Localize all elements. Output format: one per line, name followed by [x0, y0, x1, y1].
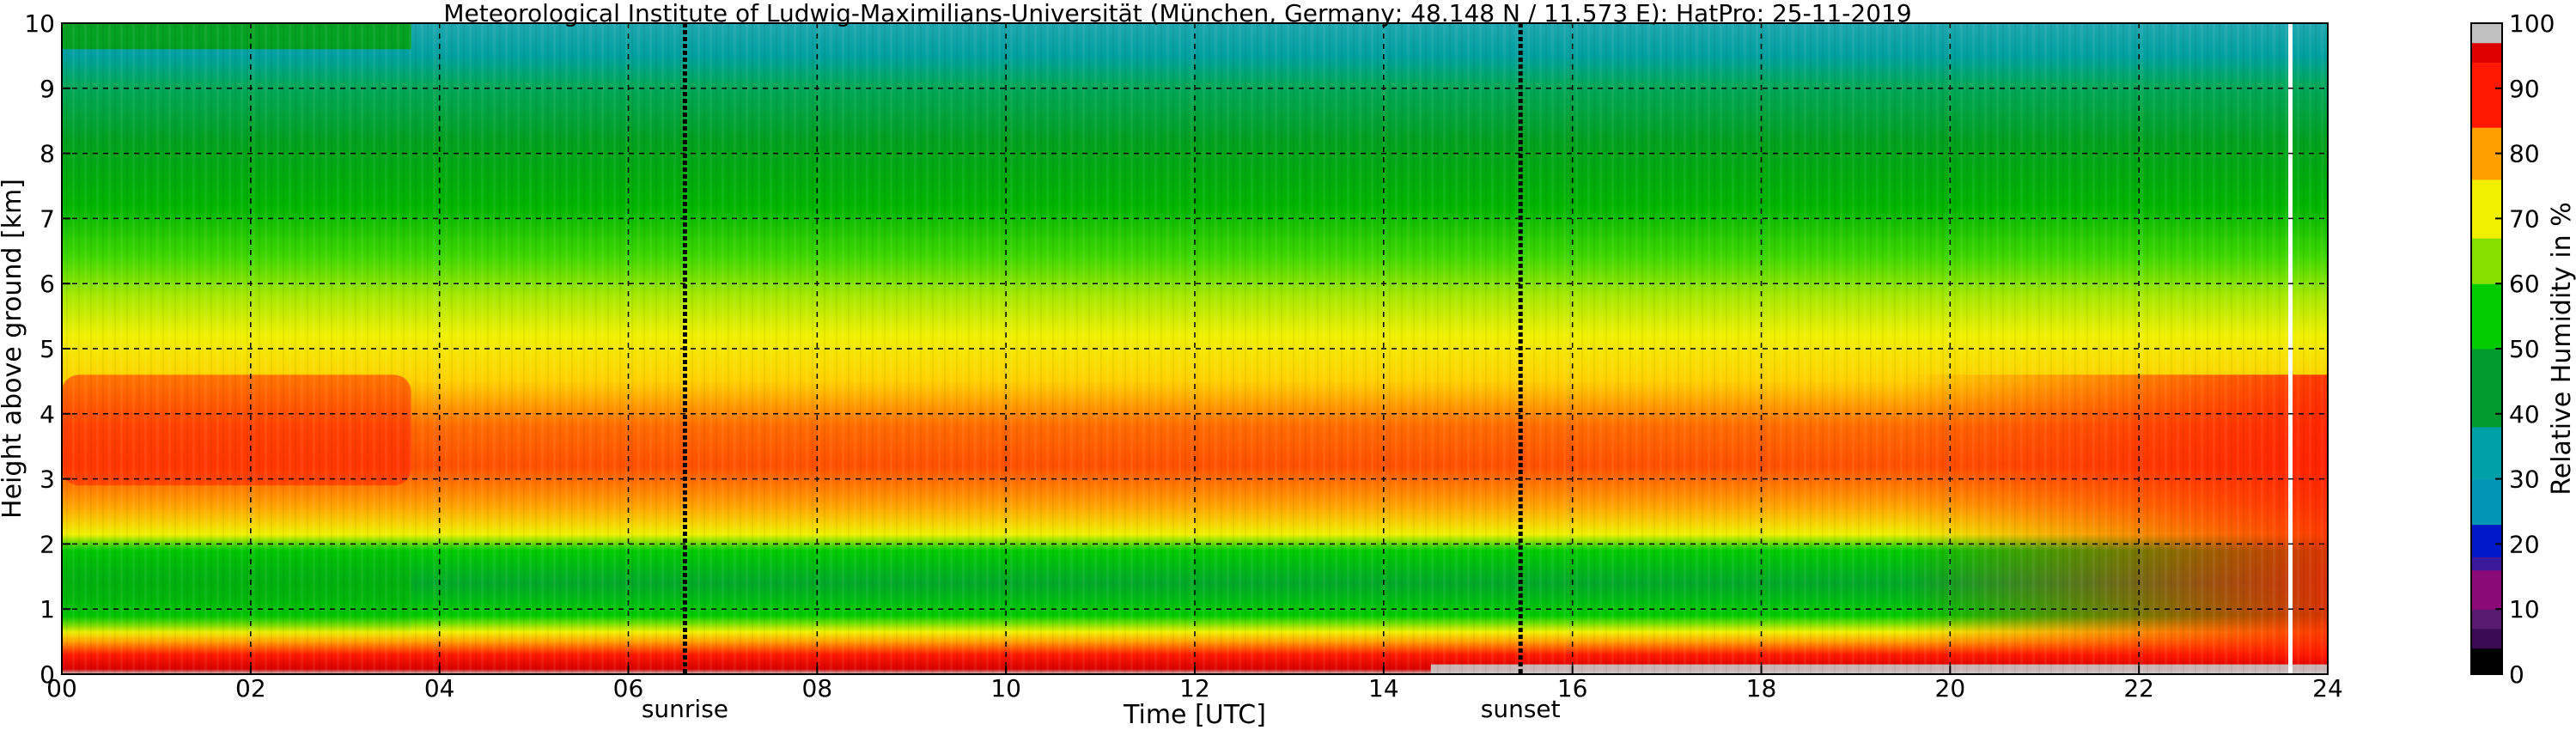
colorbar-segment [2471, 569, 2502, 610]
x-axis-label: Time [UTC] [1123, 700, 1266, 730]
y-tick-label: 2 [40, 530, 55, 558]
y-tick-label: 0 [40, 660, 55, 689]
colorbar-tick-label: 40 [2509, 400, 2540, 429]
y-axis-label: Height above ground [km] [0, 179, 27, 519]
colorbar-segment [2471, 648, 2502, 675]
colorbar: 0 10 20 30 40 50 60 70 80 90 100 [2470, 9, 2555, 689]
grid-lines [62, 23, 2328, 674]
sunset-label: sunset [1481, 695, 1561, 723]
x-tick-label: 04 [424, 674, 455, 703]
colorbar-segment [2471, 524, 2502, 558]
colorbar-tick-label: 0 [2509, 660, 2524, 689]
colorbar-segment [2471, 349, 2502, 428]
x-tick-label: 08 [802, 674, 833, 703]
x-tick-label: 24 [2312, 674, 2343, 703]
colorbar-tick-label: 100 [2509, 9, 2555, 38]
colorbar-segment [2471, 426, 2502, 480]
y-tick-label: 6 [40, 270, 55, 298]
y-tick-label: 4 [40, 400, 55, 429]
y-tick-label: 8 [40, 140, 55, 168]
chart-title: Meteorological Institute of Ludwig-Maxim… [443, 0, 1911, 27]
x-tick-label: 16 [1557, 674, 1588, 703]
x-tick-label: 12 [1179, 674, 1210, 703]
time-markers: sunrise sunset [642, 23, 1561, 723]
x-tick-label: 18 [1746, 674, 1777, 703]
x-tick-label: 20 [1935, 674, 1966, 703]
colorbar-tick-label: 30 [2509, 465, 2540, 494]
colorbar-tick-label: 10 [2509, 595, 2540, 624]
y-axis-ticks: 0 1 2 3 4 5 6 7 8 9 10 [24, 9, 70, 689]
colorbar-tick-label: 60 [2509, 270, 2540, 298]
y-tick-label: 3 [40, 465, 55, 494]
colorbar-tick-label: 80 [2509, 140, 2540, 168]
colorbar-label: Relative Humidity in % [2547, 202, 2576, 495]
colorbar-segment [2471, 628, 2502, 649]
colorbar-segment [2471, 179, 2502, 239]
x-tick-label: 06 [613, 674, 644, 703]
colorbar-segment [2471, 23, 2502, 44]
colorbar-tick-label: 90 [2509, 75, 2540, 103]
colorbar-tick-label: 50 [2509, 335, 2540, 363]
x-tick-label: 22 [2123, 674, 2154, 703]
x-tick-label: 02 [235, 674, 266, 703]
colorbar-tick-label: 20 [2509, 530, 2540, 558]
y-tick-label: 1 [40, 595, 55, 624]
x-tick-label: 00 [46, 674, 77, 703]
x-tick-label: 10 [990, 674, 1021, 703]
colorbar-segment [2471, 478, 2502, 526]
y-tick-label: 9 [40, 75, 55, 103]
sunrise-label: sunrise [642, 695, 728, 723]
x-tick-label: 14 [1368, 674, 1399, 703]
colorbar-tick-label: 70 [2509, 204, 2540, 233]
colorbar-segment [2471, 42, 2502, 63]
colorbar-segment [2471, 62, 2502, 128]
y-tick-label: 5 [40, 335, 55, 363]
colorbar-segment [2471, 238, 2502, 284]
x-axis-ticks: 00 02 04 06 08 10 12 14 16 18 20 22 24 [46, 666, 2343, 703]
y-tick-label: 7 [40, 204, 55, 233]
colorbar-segment [2471, 557, 2502, 571]
colorbar-segment [2471, 609, 2502, 630]
y-tick-label: 10 [24, 9, 55, 38]
colorbar-segment [2471, 283, 2502, 350]
